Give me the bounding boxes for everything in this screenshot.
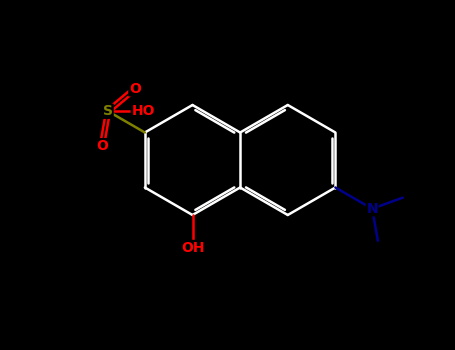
Text: N: N — [366, 202, 378, 216]
Text: S: S — [103, 104, 113, 118]
Text: O: O — [96, 139, 108, 153]
Text: HO: HO — [131, 104, 155, 118]
Text: O: O — [129, 82, 141, 96]
Text: OH: OH — [181, 240, 204, 254]
